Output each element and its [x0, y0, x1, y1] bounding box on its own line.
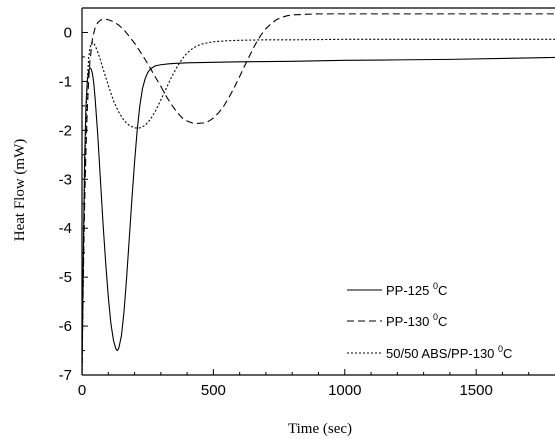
y-axis-ticks: 0 -1 -2 -3 -4 -5 -6 -7	[59, 24, 88, 384]
legend-label-0: PP-125 0C	[386, 281, 447, 298]
x-tick-label: 1000	[328, 382, 361, 399]
legend: PP-125 0C PP-130 0C 50/50 ABS/PP-130 0C	[347, 281, 512, 361]
y-tick-label: -4	[59, 220, 72, 237]
series-line-0	[82, 56, 555, 375]
y-tick-label: -2	[59, 122, 72, 139]
y-tick-label: -3	[59, 171, 72, 188]
y-tick-label: 0	[64, 24, 72, 41]
legend-label-2: 50/50 ABS/PP-130 0C	[386, 344, 512, 361]
x-axis-ticks: 0 500 1000 1500	[78, 369, 530, 399]
x-tick-label: 1500	[459, 382, 492, 399]
series-group	[82, 13, 555, 375]
y-tick-label: -7	[59, 367, 72, 384]
plot-frame	[81, 7, 555, 376]
series-line-2	[82, 38, 555, 375]
y-tick-label: -5	[59, 269, 72, 286]
y-tick-label: -1	[59, 73, 72, 90]
x-tick-label: 500	[201, 382, 226, 399]
legend-label-1: PP-130 0C	[386, 312, 447, 329]
y-tick-label: -6	[59, 318, 72, 335]
x-tick-label: 0	[78, 382, 86, 399]
x-axis-title: Time (sec)	[288, 421, 352, 437]
y-axis-title: Heat Flow (mW)	[12, 139, 28, 241]
series-line-1	[82, 13, 555, 375]
